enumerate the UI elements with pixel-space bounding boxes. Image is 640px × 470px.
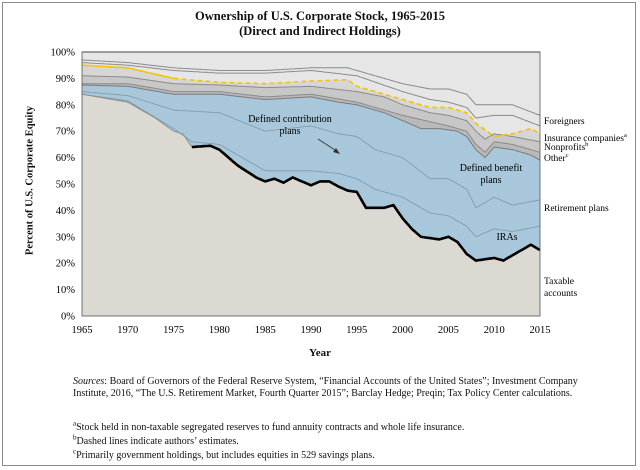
other-top-line xyxy=(82,83,541,154)
axes: 0% 10% 20% 30% 40% 50% 60% 70% 80% 90% 100% 1965 197… xyxy=(51,48,551,337)
x-tick-label: 2000 xyxy=(392,325,413,336)
y-tick-label: 70% xyxy=(56,127,76,138)
series-label: Insurance companiesa xyxy=(544,132,627,144)
footnote-c-text: Primarily government holdings, but inclu… xyxy=(76,450,375,461)
series-label: Otherc xyxy=(544,152,569,164)
dc-boundary-line xyxy=(81,91,541,209)
series-label: Retirement plans xyxy=(544,204,609,214)
y-tick-label: 40% xyxy=(56,206,76,217)
footnote-a-text: Stock held in non-taxable segregated res… xyxy=(76,422,465,433)
sources-text: : Board of Governors of the Federal Rese… xyxy=(73,376,578,399)
taxable-area xyxy=(82,94,540,316)
x-tick-label: 1995 xyxy=(346,325,367,336)
insurance-solid-line xyxy=(81,64,174,80)
annotation-iras: IRAs xyxy=(496,232,517,243)
y-tick-label: 80% xyxy=(56,100,76,111)
x-tick-label: 1980 xyxy=(209,325,230,336)
sources-note: Sources: Board of Governors of the Feder… xyxy=(73,376,613,400)
ira-boundary-line xyxy=(81,93,541,238)
series-labels: Foreigners Insurance companiesaNonprofits… xyxy=(248,114,627,299)
chart-subtitle: (Direct and Indirect Holdings) xyxy=(239,24,401,38)
footnote-b: bDashed lines indicate authors’ estimate… xyxy=(73,433,613,448)
insurance-dashed-line xyxy=(173,77,541,138)
sources-label: Sources xyxy=(73,376,105,387)
y-tick-label: 30% xyxy=(56,232,76,243)
y-tick-label: 90% xyxy=(56,74,76,85)
taxable-gray-line xyxy=(81,93,193,148)
y-tick-label: 50% xyxy=(56,180,76,191)
taxable-black-line xyxy=(191,144,541,263)
x-tick-label: 1975 xyxy=(163,325,184,336)
figure-frame xyxy=(2,2,636,466)
footnote-a-mark: a xyxy=(73,419,77,428)
retirement-top-line xyxy=(81,84,541,161)
foreigners-area xyxy=(82,52,540,137)
footnote-a: aStock held in non-taxable segregated re… xyxy=(73,419,613,434)
nonprofits-top-line xyxy=(82,75,541,143)
x-tick-label: 2005 xyxy=(438,325,459,336)
y-tick-label: 0% xyxy=(61,312,75,323)
series-label: Foreigners xyxy=(544,117,585,127)
y-tick-label: 60% xyxy=(56,153,76,164)
x-tick-label: 1965 xyxy=(72,325,93,336)
x-tick-label: 1990 xyxy=(301,325,322,336)
foreigners-subline xyxy=(81,59,541,116)
x-tick-label: 1985 xyxy=(255,325,276,336)
stacked-area-chart: 0% 10% 20% 30% 40% 50% 60% 70% 80% 90% 100% 1965 197… xyxy=(51,48,627,337)
x-tick-label: 1970 xyxy=(117,325,138,336)
footnote-b-mark: b xyxy=(73,433,77,442)
annotation-defined-contribution: Defined contribution plans xyxy=(248,114,332,137)
x-axis-label: Year xyxy=(309,347,331,359)
annotation-arrow-head xyxy=(333,148,340,154)
y-tick-label: 10% xyxy=(56,285,76,296)
y-tick-label: 100% xyxy=(51,48,76,59)
annotation-defined-benefit: Defined benefit plans xyxy=(460,163,523,186)
x-tick-label: 2015 xyxy=(530,325,551,336)
footnote-c: cPrimarily government holdings, but incl… xyxy=(73,447,613,462)
series-label: Nonprofitsb xyxy=(544,141,588,153)
footnote-c-mark: c xyxy=(73,447,77,456)
plot-frame xyxy=(81,51,541,317)
y-tick-label: 20% xyxy=(56,259,76,270)
series-label: Taxable accounts xyxy=(544,277,578,299)
chart-title: Ownership of U.S. Corporate Stock, 1965-… xyxy=(195,9,445,23)
foreigners-subline xyxy=(81,62,541,127)
footnote-b-text: Dashed lines indicate authors’ estimates… xyxy=(76,436,239,447)
x-tick-label: 2010 xyxy=(484,325,505,336)
